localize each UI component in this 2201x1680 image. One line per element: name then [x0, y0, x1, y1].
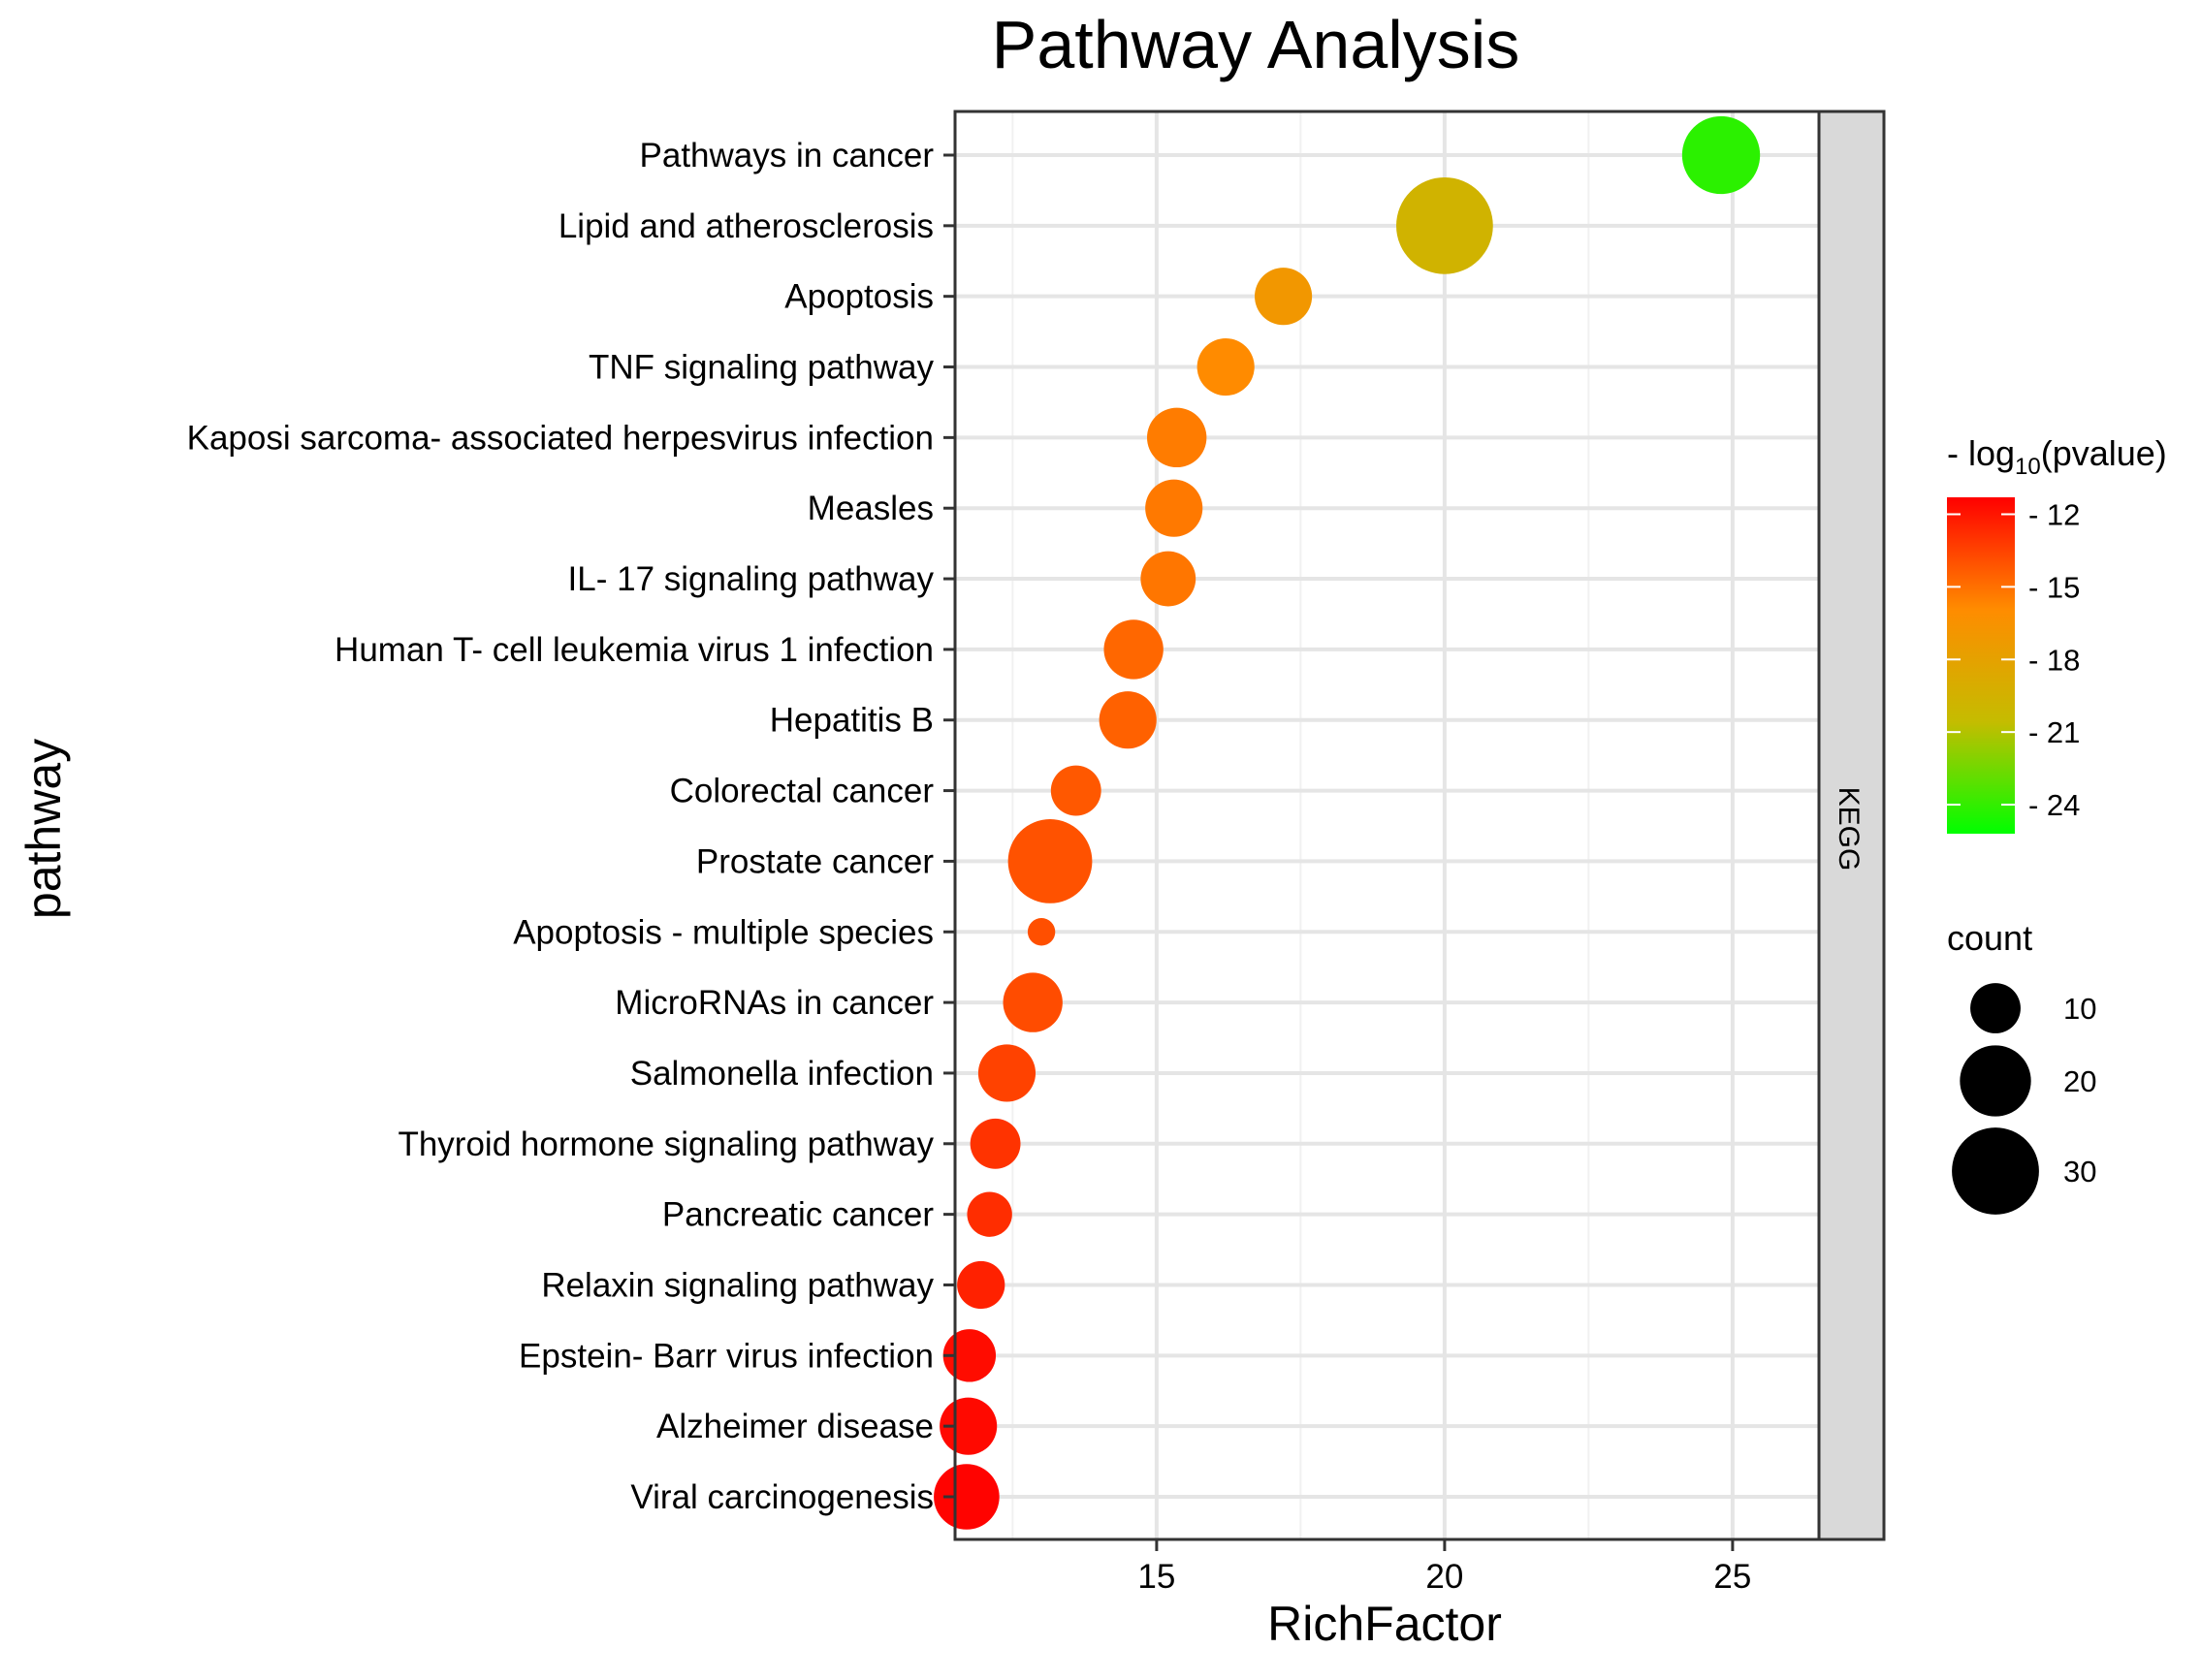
y-tick-label: Human T- cell leukemia virus 1 infection [335, 631, 934, 669]
data-point [1396, 176, 1493, 274]
data-point [1145, 479, 1203, 537]
y-tick-label: Hepatitis B [770, 702, 934, 740]
size-legend-label: 20 [2063, 1064, 2096, 1098]
y-tick-label: Thyroid hormone signaling pathway [398, 1125, 934, 1163]
data-point [970, 1118, 1021, 1169]
colorbar-tick-label: - 12 [2028, 497, 2080, 531]
y-tick-label: Prostate cancer [696, 842, 934, 880]
data-point [1007, 819, 1093, 903]
data-point [1147, 407, 1207, 468]
size-legend-label: 10 [2063, 992, 2096, 1026]
data-point [957, 1260, 1005, 1310]
y-tick-label: Pathways in cancer [640, 137, 935, 174]
size-legend-title: count [1947, 918, 2032, 958]
y-tick-label: MicroRNAs in cancer [615, 984, 934, 1022]
y-tick-label: IL- 17 signaling pathway [568, 560, 935, 598]
size-legend-key [1952, 1127, 2039, 1215]
y-tick-label: Viral carcinogenesis [630, 1478, 934, 1516]
data-point [1255, 268, 1313, 326]
colorbar-tick-label: - 21 [2028, 715, 2080, 749]
data-point [1099, 691, 1157, 749]
facet-strip [1817, 110, 1886, 1541]
data-point [1140, 551, 1196, 607]
colorbar-tick-label: - 24 [2028, 788, 2080, 822]
x-tick-label: 25 [1713, 1558, 1751, 1596]
y-tick-label: Apoptosis - multiple species [513, 913, 934, 951]
data-point [1003, 972, 1063, 1032]
colorbar-tick-label: - 15 [2028, 570, 2080, 604]
y-tick-label: Colorectal cancer [670, 773, 935, 810]
x-tick-label: 20 [1425, 1558, 1463, 1596]
y-tick-label: Alzheimer disease [656, 1408, 934, 1445]
data-point [934, 1464, 1000, 1530]
data-point [977, 1044, 1037, 1102]
data-point [1050, 765, 1101, 816]
color-legend-title: - log10(pvalue) [1947, 433, 2167, 480]
y-tick-label: Epstein- Barr virus infection [519, 1337, 934, 1375]
data-point [1196, 337, 1255, 396]
y-tick-label: Salmonella infection [630, 1055, 934, 1093]
y-tick-label: Kaposi sarcoma- associated herpesvirus i… [187, 419, 934, 457]
chart-title: Pathway Analysis [992, 7, 1520, 82]
colorbar [1947, 497, 2015, 834]
y-tick-label: Apoptosis [784, 278, 934, 316]
size-legend-key [1960, 1045, 2031, 1117]
y-tick-label: Lipid and atherosclerosis [558, 207, 934, 245]
panel-background [955, 111, 1819, 1539]
size-legend-label: 30 [2063, 1155, 2096, 1189]
size-legend-key [1970, 983, 2021, 1033]
y-tick-label: Relaxin signaling pathway [541, 1266, 934, 1304]
x-axis-title: RichFactor [1267, 1597, 1502, 1651]
facet-label: KEGG [1833, 787, 1865, 872]
x-tick-label: 15 [1137, 1558, 1175, 1596]
y-tick-label: Measles [808, 490, 934, 527]
data-point [1027, 918, 1056, 946]
data-point [1103, 619, 1164, 680]
data-point [1681, 115, 1761, 195]
y-tick-label: TNF signaling pathway [589, 349, 934, 387]
colorbar-tick-label: - 18 [2028, 643, 2080, 677]
y-tick-label: Pancreatic cancer [662, 1196, 934, 1234]
y-axis-title: pathway [16, 739, 71, 919]
data-point [967, 1191, 1012, 1237]
